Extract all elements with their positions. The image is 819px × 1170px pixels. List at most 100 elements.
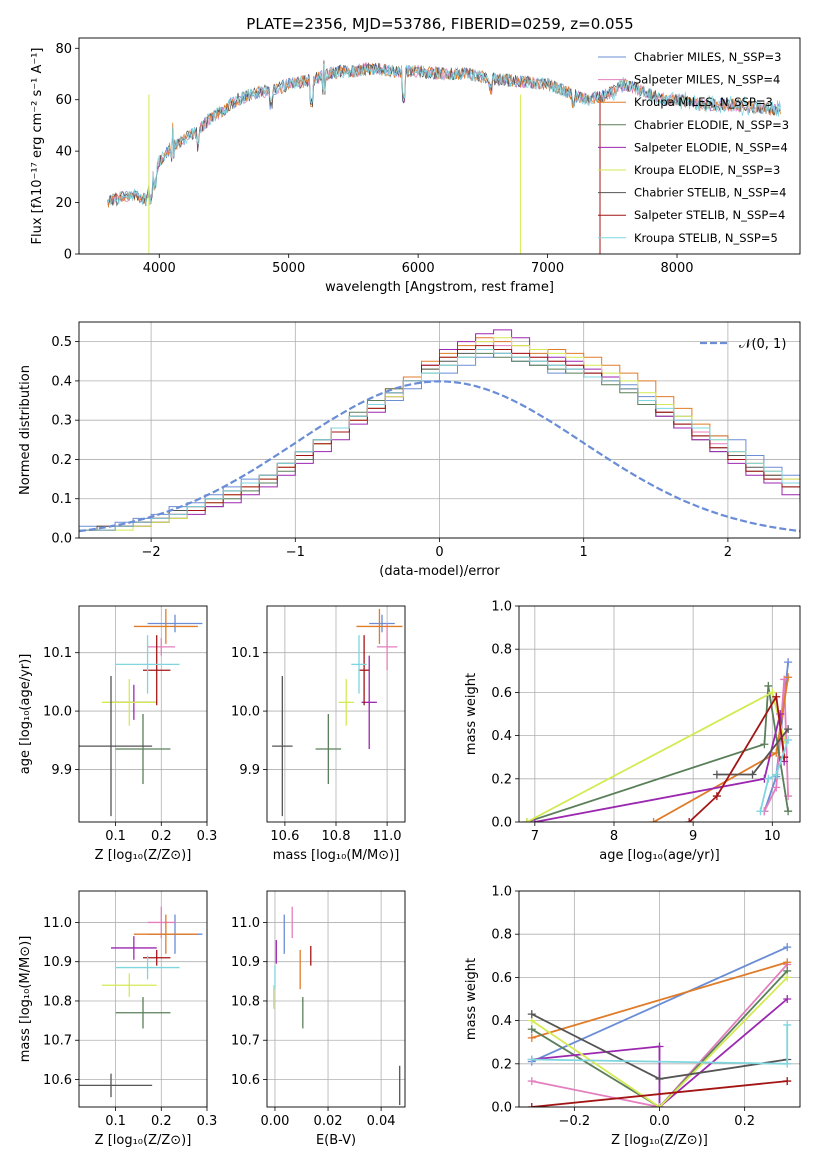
- errorbar-point: [376, 623, 398, 671]
- spectrum-title: PLATE=2356, MJD=53786, FIBERID=0259, z=0…: [246, 15, 633, 33]
- x-tick-label: 10: [764, 829, 781, 844]
- residuals-xlabel: (data-model)/error: [379, 564, 500, 579]
- weight-marker: [783, 995, 792, 1003]
- x-tick-label: 0.1: [105, 829, 126, 844]
- y-tick-label: 10.7: [231, 1034, 260, 1049]
- weight-vs-z-axes: −0.2 0.0 0.2 0.0 0.2 0.4 0.6 0.8 1.0 Z [log₁₀(Z/Z…: [464, 885, 801, 1148]
- y-tick-label: 0.4: [491, 1014, 512, 1029]
- weight-marker: [760, 740, 769, 749]
- legend-label: Salpeter MILES, N_SSP=4: [634, 73, 780, 87]
- weight-line: [688, 694, 786, 822]
- mass-vs-ebv-xlabel: E(B-V): [316, 1133, 356, 1148]
- residuals-ylabel: Normed distribution: [18, 365, 33, 495]
- x-tick-label: 0.3: [197, 1114, 218, 1129]
- weight-marker: [764, 681, 773, 690]
- axes-frame: [518, 605, 801, 823]
- weight-marker: [527, 1055, 536, 1064]
- weight-marker: [784, 735, 793, 744]
- legend-label: 𝒩(0, 1): [739, 337, 786, 352]
- residuals-axes: −2 −1 0 1 2 0.0 0.1 0.2 0.3 0.4 0.5 (data-model)/er…: [18, 321, 801, 579]
- errorbar-point: [351, 635, 367, 694]
- axes-frame: [78, 890, 208, 1108]
- spectrum-plot-area: [107, 59, 781, 254]
- mass-vs-ebv-plot-area: [272, 906, 401, 1106]
- mass-vs-ebv-axes: 0.00 0.02 0.04 10.6 10.7 10.8 10.9 11.0 E(B-V): [231, 890, 406, 1148]
- errorbar-point: [315, 714, 342, 785]
- y-tick-label: 0.8: [491, 928, 512, 943]
- weight-marker: [768, 688, 777, 697]
- spectrum-xlabel: wavelength [Angstrom, rest frame]: [325, 280, 554, 295]
- x-tick-label: 9: [689, 829, 697, 844]
- legend-label: Chabrier ELODIE, N_SSP=3: [634, 118, 789, 132]
- weight-line: [759, 739, 789, 812]
- y-tick-label: 0.8: [491, 643, 512, 658]
- y-tick-label: 0.2: [51, 453, 72, 468]
- legend-label: Kroupa MILES, N_SSP=3: [634, 95, 773, 109]
- y-tick-label: 80: [55, 42, 72, 57]
- errorbar-point: [147, 614, 203, 633]
- weight-vs-z-ylabel: mass weight: [464, 958, 479, 1040]
- x-tick-label: −2: [142, 545, 161, 560]
- errorbar-point: [359, 635, 370, 706]
- mass-vs-z-axes: 0.1 0.2 0.3 10.6 10.7 10.8 10.9 11.0 Z [log₁₀(Z/…: [18, 890, 218, 1148]
- weight-marker: [784, 725, 793, 734]
- weight-marker: [783, 973, 792, 982]
- y-tick-label: 0.0: [491, 816, 512, 831]
- mass-vs-z-ylabel: mass [log₁₀(M/M⊙)]: [18, 936, 33, 1063]
- legend-label: Salpeter ELODIE, N_SSP=4: [634, 140, 788, 154]
- weight-marker: [783, 958, 792, 967]
- weight-vs-age-axes: 7 8 9 10 0.0 0.2 0.4 0.6 0.8 1.0 age [log₁₀(age/yr…: [464, 600, 801, 863]
- spectrum-legend: Chabrier MILES, N_SSP=3 Salpeter MILES, N…: [598, 50, 789, 245]
- weight-marker: [712, 770, 721, 779]
- axes-frame: [78, 605, 208, 823]
- y-tick-label: 10.9: [231, 955, 260, 970]
- y-tick-label: 0.2: [491, 772, 512, 787]
- weight-marker: [772, 783, 781, 792]
- age-vs-mass-axes: 10.6 10.8 11.0 9.9 10.0 10.1 mass [log₁₀(M/M⊙)…: [231, 605, 406, 863]
- x-tick-label: 1: [580, 545, 588, 560]
- y-tick-label: 0.6: [491, 971, 512, 986]
- x-tick-label: 0.1: [105, 1114, 126, 1129]
- histogram-step: [79, 345, 800, 538]
- mass-vs-z-plot-area: [79, 906, 203, 1098]
- weight-line: [531, 1080, 788, 1107]
- weight-vs-age-plot-area: [522, 658, 793, 822]
- weight-vs-age-ylabel: mass weight: [464, 673, 479, 755]
- errorbar-point: [369, 614, 395, 633]
- x-tick-label: 0.2: [151, 1114, 172, 1129]
- age-vs-mass-xlabel: mass [log₁₀(M/M⊙)]: [273, 848, 400, 863]
- errorbar-point: [115, 955, 180, 980]
- errorbar-point: [147, 906, 175, 939]
- errorbar-point: [79, 1073, 153, 1098]
- age-vs-mass-plot-area: [272, 608, 403, 817]
- x-tick-label: 0: [435, 545, 443, 560]
- weight-line: [531, 961, 788, 1039]
- weight-vs-age-xlabel: age [log₁₀(age/yr)]: [599, 848, 720, 863]
- errorbar-point: [115, 714, 171, 785]
- weight-marker: [756, 807, 765, 816]
- y-tick-label: 0.5: [51, 335, 72, 350]
- weight-marker: [655, 1103, 664, 1107]
- weight-marker: [784, 658, 793, 667]
- mass-vs-z-xlabel: Z [log₁₀(Z/Z⊙)]: [95, 1133, 192, 1148]
- weight-vs-z-xlabel: Z [log₁₀(Z/Z⊙)]: [611, 1133, 708, 1148]
- y-tick-label: 60: [55, 93, 72, 108]
- y-tick-label: 0.6: [491, 686, 512, 701]
- x-tick-label: −1: [286, 545, 305, 560]
- x-tick-label: 0.00: [260, 1114, 289, 1129]
- weight-marker: [748, 770, 757, 779]
- weight-vs-z-plot-area: [527, 943, 792, 1107]
- legend-label: Chabrier MILES, N_SSP=3: [634, 50, 781, 64]
- y-tick-label: 40: [55, 145, 72, 160]
- x-tick-label: 0.2: [151, 829, 172, 844]
- y-tick-label: 10.8: [43, 994, 72, 1009]
- x-tick-label: 7000: [531, 261, 564, 276]
- age-vs-z-plot-area: [79, 608, 203, 817]
- weight-marker: [527, 1025, 536, 1034]
- normal-curve: [79, 380, 800, 533]
- y-tick-label: 1.0: [491, 885, 512, 900]
- weight-marker: [527, 1103, 536, 1107]
- weight-marker: [649, 818, 658, 822]
- axes-frame: [78, 37, 801, 255]
